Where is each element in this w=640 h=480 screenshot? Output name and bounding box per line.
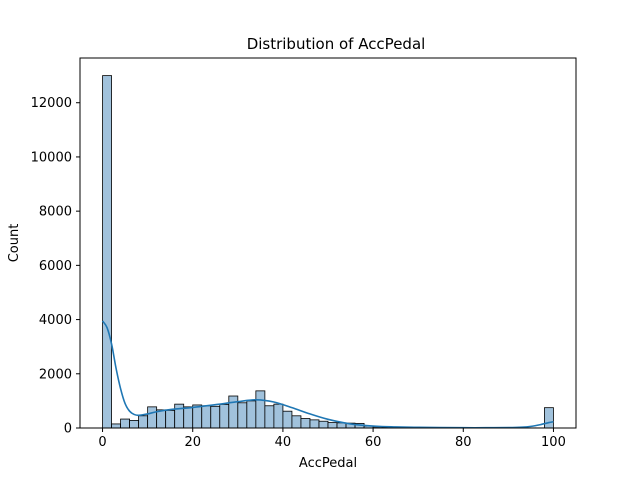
histogram-bar [255,390,266,429]
bars-group [102,75,554,429]
x-tick-label: 80 [455,435,472,450]
y-tick-label: 6000 [39,259,72,274]
histogram-bar [219,404,230,429]
histogram-bar [102,75,112,429]
histogram-bar [246,400,257,429]
y-tick-label: 4000 [39,313,72,328]
histogram-bar [273,403,284,429]
histogram-bar [156,409,167,429]
y-tick-label: 0 [64,422,72,437]
y-tick-label: 2000 [39,367,72,382]
histogram-bar [192,404,203,429]
histogram-bar [300,418,311,429]
y-axis-label: Count [7,224,22,263]
x-tick-label: 100 [541,435,566,450]
y-axis: 0 2000 4000 6000 8000 10000 12000 [31,96,80,437]
x-tick-label: 40 [275,435,292,450]
y-tick-label: 10000 [31,150,72,165]
histogram-bar [237,402,248,429]
histogram-bar [318,420,329,429]
y-tick-label: 8000 [39,205,72,220]
histogram-bar [210,405,221,429]
chart-title: Distribution of AccPedal [247,35,426,53]
histogram-bar [111,423,121,429]
histogram-bar [228,395,239,429]
histogram-bar [138,415,149,429]
y-tick-label: 12000 [31,96,72,111]
x-axis: 0 20 40 60 80 100 [98,428,566,450]
histogram-bar [183,406,194,429]
histogram-bar [264,405,275,429]
histogram-bar [147,406,158,429]
x-tick-label: 60 [365,435,382,450]
x-tick-label: 0 [98,435,106,450]
histogram-bar [201,405,212,429]
histogram-bar [544,407,554,429]
histogram-bar [291,415,302,429]
x-tick-label: 20 [184,435,201,450]
histogram-bar [129,420,140,429]
histogram-bar [309,419,320,429]
x-axis-label: AccPedal [299,456,357,471]
histogram-bar [327,422,338,429]
histogram-bar [282,410,293,429]
histogram-bar [165,409,176,429]
axes-frame [79,57,577,429]
histogram-bar [120,418,130,429]
